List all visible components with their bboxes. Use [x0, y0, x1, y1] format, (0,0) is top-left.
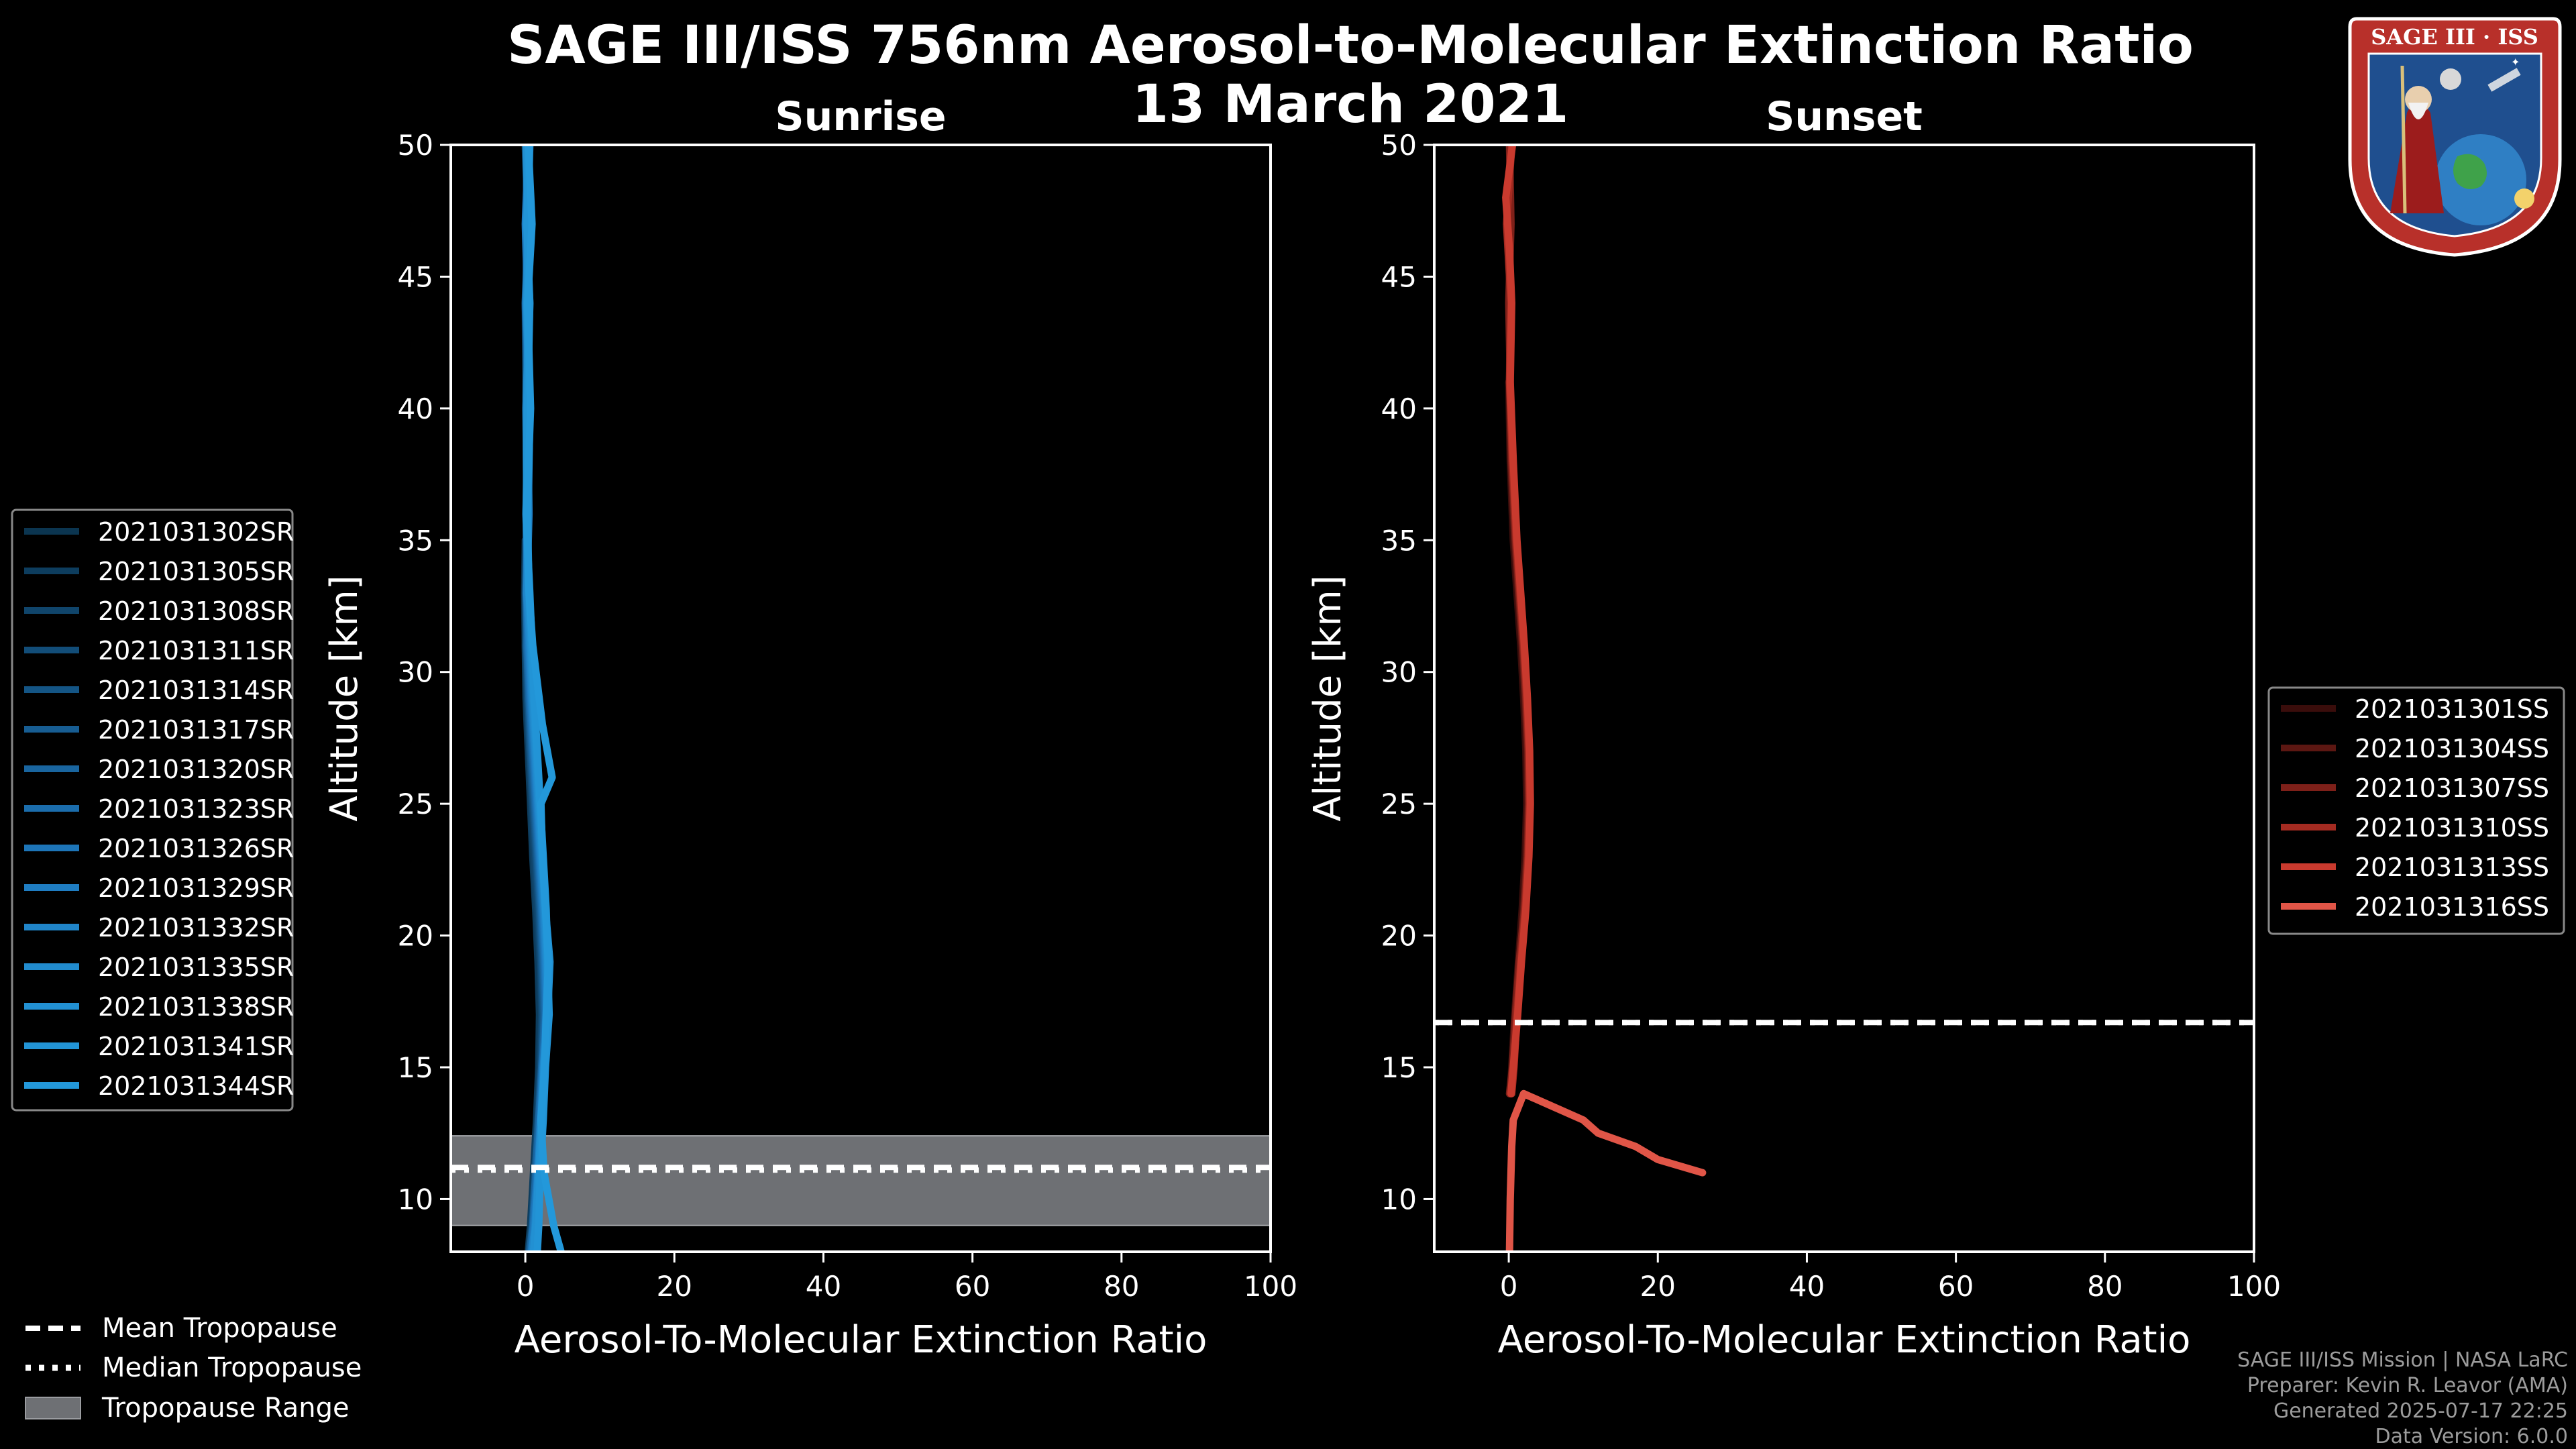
sunrise-tropopause-range-band	[451, 1135, 1271, 1226]
sunset-ytick-label-25: 25	[1381, 788, 1417, 820]
sunset-ytick-label-45: 45	[1381, 260, 1417, 293]
sunset-yaxis-label: Altitude [km]	[1306, 575, 1350, 821]
sunrise-xtick-label-80: 80	[1104, 1270, 1139, 1303]
star-icon: ✦	[2511, 56, 2520, 68]
sunset-ytick-label-15: 15	[1381, 1051, 1417, 1084]
sunrise-legend-label-2021031311SR: 2021031311SR	[98, 636, 294, 665]
sunrise-ytick-label-50: 50	[398, 129, 433, 162]
sunrise-legend-label-2021031314SR: 2021031314SR	[98, 676, 294, 705]
sunset-legend-label-2021031307SS: 2021031307SS	[2355, 773, 2549, 803]
sunset-legend-frame	[2267, 686, 2565, 935]
sunset-ytick-label-40: 40	[1381, 392, 1417, 425]
mean-tropopause-label: Mean Tropopause	[102, 1313, 337, 1344]
tropopause-range-swatch	[25, 1397, 81, 1419]
sunrise-legend-label-2021031317SR: 2021031317SR	[98, 715, 294, 745]
sunrise-ytick-label-40: 40	[398, 392, 433, 425]
sunset-ytick-label-20: 20	[1381, 920, 1417, 953]
sunset-xtick-label-40: 40	[1789, 1270, 1825, 1303]
sunrise-legend: 2021031302SR 2021031305SR 2021031308SR 2021…	[11, 508, 294, 1112]
sunset-ytick-label-10: 10	[1381, 1183, 1417, 1216]
tropopause-legend: Mean Tropopause Median Tropopause Tropop…	[25, 1313, 362, 1424]
moon-icon	[2440, 68, 2461, 90]
sunrise-xtick-label-100: 100	[1244, 1270, 1297, 1303]
sunset-ytick-label-50: 50	[1381, 129, 1417, 162]
logo-title: SAGE III · ISS	[2371, 24, 2538, 50]
sunrise-legend-label-2021031320SR: 2021031320SR	[98, 755, 294, 784]
median-tropopause-label: Median Tropopause	[102, 1352, 362, 1383]
sunset-legend-label-2021031316SS: 2021031316SS	[2355, 892, 2549, 922]
sunrise-ytick-label-35: 35	[398, 524, 433, 557]
sunrise-legend-label-2021031305SR: 2021031305SR	[98, 557, 294, 586]
sunset-legend-label-2021031304SS: 2021031304SS	[2355, 734, 2549, 763]
sunrise-subplot-title: Sunrise	[775, 93, 946, 140]
footer-line4: Data Version: 6.0.0	[2375, 1425, 2568, 1448]
sunset-xtick-label-80: 80	[2087, 1270, 2123, 1303]
sunrise-ytick-label-10: 10	[398, 1183, 433, 1216]
sunset-xtick-label-20: 20	[1640, 1270, 1676, 1303]
sunrise-legend-label-2021031323SR: 2021031323SR	[98, 794, 294, 824]
sunset-ytick-label-30: 30	[1381, 656, 1417, 689]
sunset-subplot-title: Sunset	[1766, 93, 1923, 140]
sunrise-ytick-label-45: 45	[398, 260, 433, 293]
figure-beard-icon	[2408, 103, 2428, 119]
sunrise-xtick-label-40: 40	[806, 1270, 841, 1303]
sunrise-ytick-label-20: 20	[398, 920, 433, 953]
sunrise-panel: 0 20 40 60 80 100 10 15 20 25 30 35 40 45 50 Sunrise Aer…	[323, 93, 1297, 1362]
continent-shape	[2453, 154, 2487, 189]
footer-line2: Preparer: Kevin R. Leavor (AMA)	[2247, 1374, 2568, 1397]
sunrise-series-line-2021031344SR	[523, 145, 565, 1252]
tropopause-range-label: Tropopause Range	[101, 1393, 350, 1424]
footer-line3: Generated 2025-07-17 22:25	[2273, 1399, 2568, 1423]
sunset-xaxis-label: Aerosol-To-Molecular Extinction Ratio	[1498, 1318, 2191, 1362]
sunrise-ytick-label-15: 15	[398, 1051, 433, 1084]
sunrise-legend-frame	[11, 508, 294, 1112]
sunrise-legend-label-2021031332SR: 2021031332SR	[98, 913, 294, 943]
sunrise-axes-frame	[449, 144, 1272, 1253]
sunrise-legend-label-2021031344SR: 2021031344SR	[98, 1071, 294, 1101]
iss-station-icon	[2487, 68, 2521, 92]
sunset-xtick-label-0: 0	[1500, 1270, 1518, 1303]
sunset-legend-entries: 2021031301SS 2021031304SS 2021031307SS 2021…	[2281, 694, 2549, 922]
sunset-legend-label-2021031310SS: 2021031310SS	[2355, 813, 2549, 843]
sage-iss-logo: SAGE III · ISS ✦	[2348, 17, 2562, 257]
sunset-panel: 0 20 40 60 80 100 10 15 20 25 30 35 40 45 50 Sunset Aero…	[1306, 93, 2281, 1362]
sunrise-xaxis-label: Aerosol-To-Molecular Extinction Ratio	[515, 1318, 1208, 1362]
sunset-plot-area	[1434, 145, 2254, 1252]
sunset-axes-frame	[1433, 144, 2255, 1253]
sunrise-legend-label-2021031335SR: 2021031335SR	[98, 953, 294, 982]
sunrise-legend-label-2021031341SR: 2021031341SR	[98, 1032, 294, 1061]
chart-title-line1: SAGE III/ISS 756nm Aerosol-to-Molecular …	[507, 15, 2194, 76]
sunrise-legend-label-2021031329SR: 2021031329SR	[98, 873, 294, 903]
sunrise-legend-label-2021031326SR: 2021031326SR	[98, 834, 294, 863]
sunset-legend-label-2021031313SS: 2021031313SS	[2355, 853, 2549, 882]
sunset-xtick-label-100: 100	[2227, 1270, 2281, 1303]
sun-icon	[2514, 189, 2534, 209]
sunset-legend: 2021031301SS 2021031304SS 2021031307SS 2021…	[2267, 686, 2565, 935]
sunrise-yaxis-label: Altitude [km]	[323, 575, 366, 821]
sunset-ytick-label-35: 35	[1381, 524, 1417, 557]
sunrise-xtick-label-0: 0	[517, 1270, 535, 1303]
staff-icon	[2400, 65, 2407, 214]
sunrise-xtick-label-20: 20	[657, 1270, 692, 1303]
sunrise-plot-area	[451, 145, 1271, 1252]
sunset-xtick-label-60: 60	[1938, 1270, 1974, 1303]
sunset-legend-label-2021031301SS: 2021031301SS	[2355, 694, 2549, 724]
footer-line1: SAGE III/ISS Mission | NASA LaRC	[2237, 1348, 2568, 1372]
sunrise-ytick-label-25: 25	[398, 788, 433, 820]
footer-credits: SAGE III/ISS Mission | NASA LaRC Prepare…	[2237, 1348, 2568, 1448]
sunset-series-line-2021031316SS	[1505, 1089, 1707, 1252]
sunrise-ytick-label-30: 30	[398, 656, 433, 689]
sunrise-legend-label-2021031338SR: 2021031338SR	[98, 992, 294, 1022]
sunset-series-line-2021031313SS	[1502, 145, 1534, 1097]
sunrise-xtick-label-60: 60	[955, 1270, 990, 1303]
sunrise-legend-label-2021031308SR: 2021031308SR	[98, 596, 294, 626]
sunrise-legend-label-2021031302SR: 2021031302SR	[98, 517, 294, 547]
chart-title-line2: 13 March 2021	[1132, 74, 1568, 135]
sunrise-legend-entries: 2021031302SR 2021031305SR 2021031308SR 2021…	[24, 517, 294, 1101]
